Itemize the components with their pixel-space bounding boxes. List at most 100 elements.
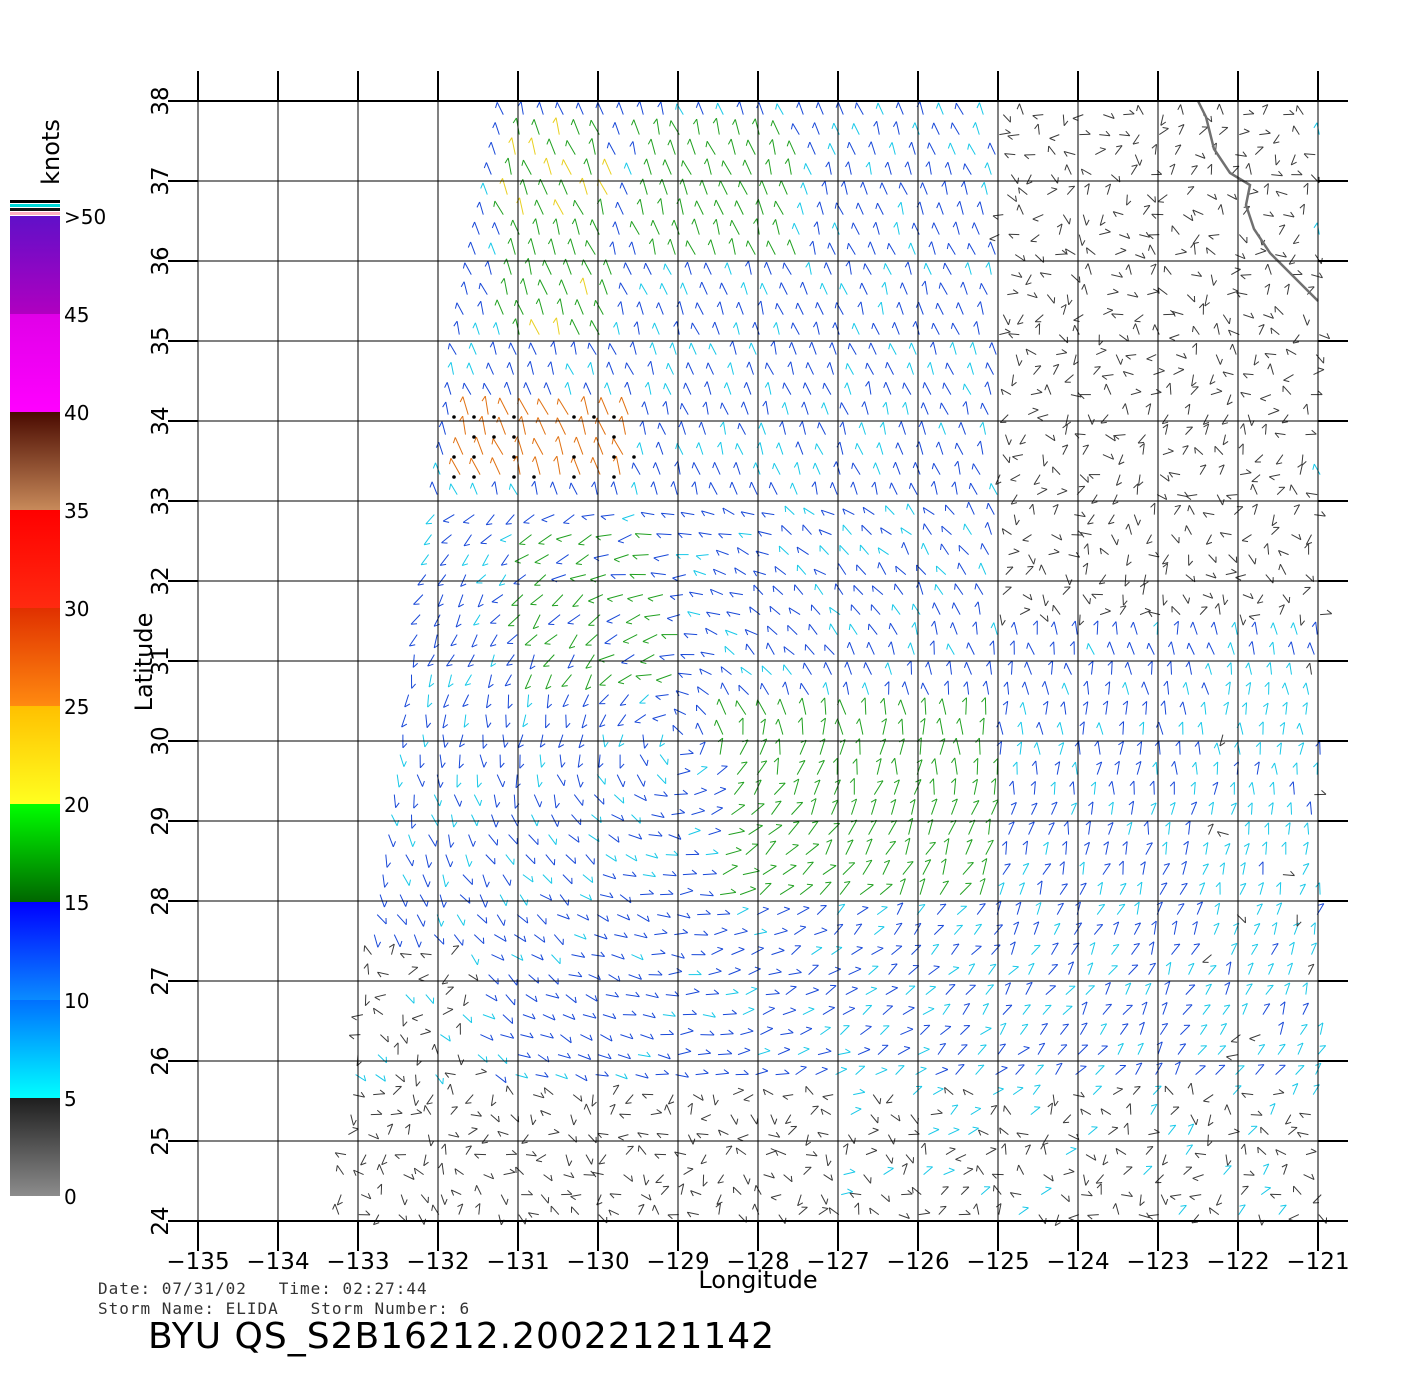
wind-barb — [715, 827, 722, 832]
wind-barb — [620, 703, 627, 706]
wind-vector — [901, 1193, 913, 1196]
wind-vector — [1118, 454, 1124, 465]
wind-barb — [1297, 270, 1303, 275]
wind-barb — [886, 243, 890, 250]
wind-barb — [452, 437, 456, 444]
wind-barb — [526, 1052, 531, 1058]
wind-vector — [678, 672, 692, 676]
wind-vector — [1091, 661, 1094, 675]
wind-vector — [1242, 862, 1246, 875]
wind-vector — [860, 301, 864, 315]
wind-vector — [736, 1147, 747, 1156]
wind-vector — [530, 238, 536, 255]
wind-barb — [974, 1106, 981, 1109]
wind-barb — [754, 867, 760, 872]
wind-barb — [751, 986, 758, 990]
wind-vector — [1161, 1154, 1167, 1166]
wind-vector — [699, 668, 712, 676]
wind-barb — [782, 382, 785, 389]
wind-barb — [879, 182, 883, 189]
wind-barb — [800, 182, 804, 189]
wind-barb — [360, 1091, 366, 1098]
wind-barb — [855, 966, 862, 970]
wind-vector — [350, 1114, 354, 1126]
wind-barb — [1271, 922, 1278, 927]
wind-vector — [625, 162, 632, 175]
wind-barb — [411, 860, 415, 867]
wind-barb — [761, 928, 768, 933]
wind-vector — [595, 299, 604, 315]
wind-barb — [445, 881, 450, 888]
wind-barb — [529, 1032, 534, 1039]
wind-vector — [1048, 822, 1055, 835]
wind-barb — [904, 161, 909, 168]
wind-vector — [1025, 274, 1032, 285]
wind-barb — [1261, 423, 1267, 429]
wind-vector — [699, 741, 706, 755]
wind-barb — [588, 894, 592, 901]
wind-barb — [857, 301, 862, 308]
wind-barb — [1122, 682, 1126, 688]
wind-barb — [661, 634, 667, 640]
wind-vector — [813, 779, 821, 795]
wind-barb — [1134, 320, 1141, 323]
wind-vector — [679, 198, 684, 215]
wind-barb — [490, 1034, 494, 1041]
wind-vector — [1179, 741, 1181, 755]
wind-barb — [465, 1102, 472, 1104]
wind-barb — [519, 278, 524, 284]
wind-barb — [982, 1003, 989, 1007]
wind-vector — [868, 965, 879, 975]
wind-vector — [1074, 433, 1086, 436]
wind-vector — [557, 914, 570, 920]
wind-barb — [617, 1136, 624, 1141]
wind-barb — [1081, 511, 1086, 517]
wind-barb — [1012, 761, 1018, 767]
wind-vector — [928, 142, 936, 155]
wind-vector — [505, 714, 507, 728]
wind-barb — [698, 421, 702, 428]
wind-barb — [1149, 962, 1156, 966]
wind-vector — [691, 322, 700, 335]
wind-vector — [979, 201, 984, 215]
wind-barb — [745, 643, 748, 650]
wind-vector — [1260, 394, 1272, 400]
wind-vector — [575, 554, 589, 565]
wind-vector — [1066, 164, 1072, 175]
wind-barb — [833, 461, 837, 468]
wind-barb — [493, 200, 496, 207]
wind-vector — [494, 222, 500, 235]
wind-barb — [682, 928, 688, 934]
wind-vector — [1255, 1064, 1265, 1075]
wind-barb — [901, 542, 905, 549]
wind-vector — [1005, 982, 1012, 995]
wind-barb — [871, 585, 874, 592]
wind-barb — [604, 741, 609, 748]
wind-vector — [856, 758, 858, 775]
wind-barb — [606, 621, 613, 624]
wind-vector — [1187, 1123, 1195, 1135]
wind-vector — [797, 564, 807, 575]
wind-vector — [1017, 1047, 1030, 1056]
wind-barb — [635, 991, 640, 998]
wind-barb — [440, 563, 447, 566]
wind-barb — [1116, 145, 1123, 148]
wind-barb — [936, 717, 941, 724]
wind-vector — [1126, 554, 1130, 566]
wind-vector — [1121, 1194, 1133, 1197]
wind-vector — [1031, 802, 1038, 815]
wind-vector — [760, 300, 764, 315]
wind-barb — [920, 1142, 926, 1149]
wind-barb — [949, 622, 954, 629]
wind-barb — [1023, 255, 1026, 262]
wind-vector — [766, 362, 774, 375]
wind-vector — [1272, 622, 1278, 635]
wind-barb — [573, 1119, 577, 1126]
wind-vector — [353, 1169, 364, 1176]
wind-vector — [929, 362, 934, 375]
wind-barb — [936, 202, 940, 209]
wind-vector — [575, 1074, 588, 1082]
wind-barb — [984, 162, 988, 169]
wind-vector — [442, 714, 447, 729]
wind-vector — [775, 200, 784, 215]
